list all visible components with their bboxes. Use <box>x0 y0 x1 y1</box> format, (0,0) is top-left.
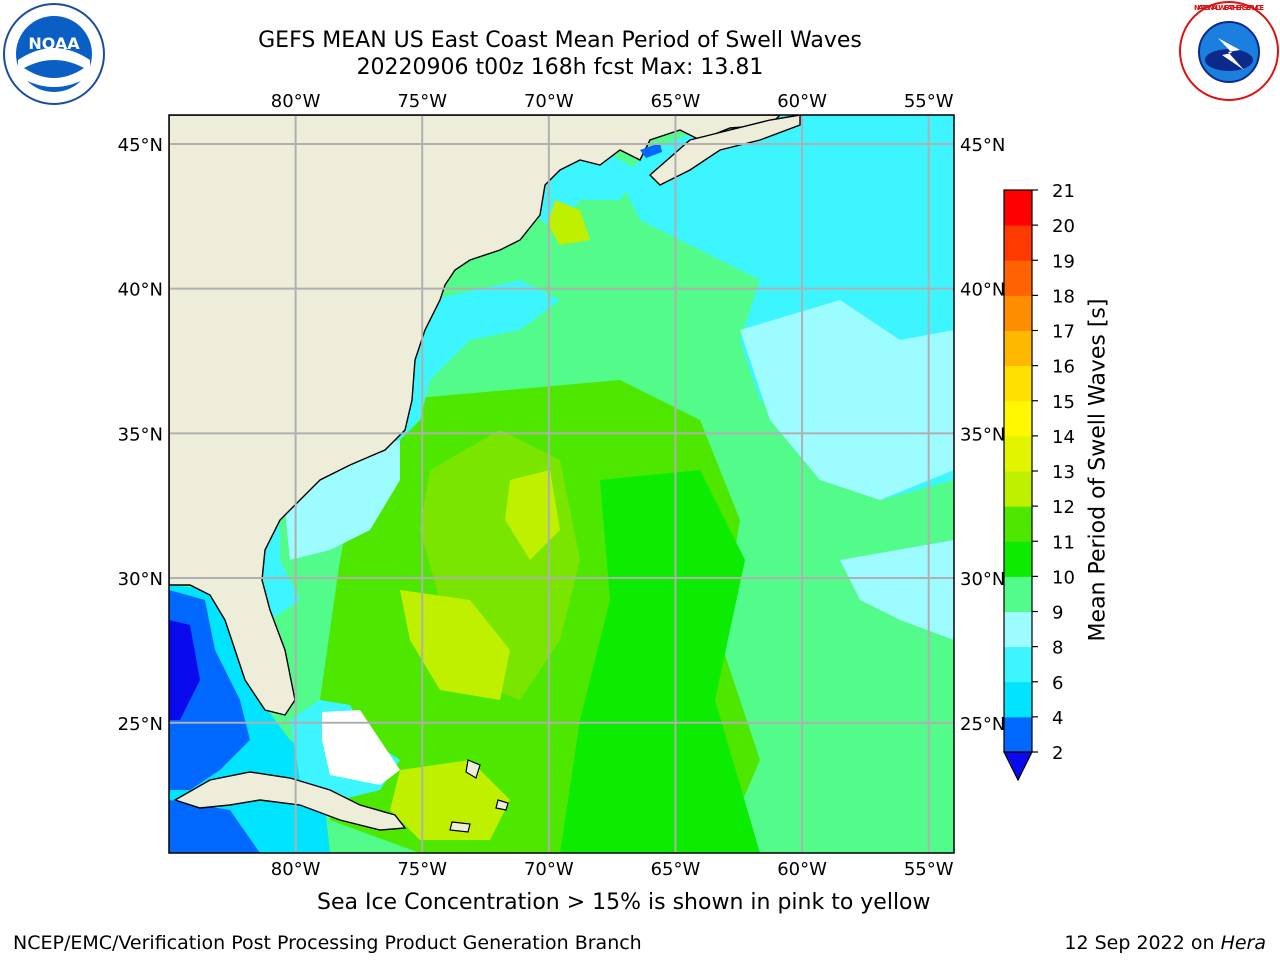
colorbar: 2 4 6 8 9 10 11 12 13 14 15 16 17 18 19 20 21 <box>1003 181 1075 782</box>
colorbar-segment <box>1004 611 1032 648</box>
map-field <box>169 115 954 853</box>
colorbar-tick-label: 13 <box>1052 462 1075 483</box>
colorbar-tick-label: 2 <box>1052 743 1063 764</box>
colorbar-segment <box>1004 576 1032 612</box>
lon-tick-label-bottom: 70°W <box>524 859 574 880</box>
colorbar-tick-label: 18 <box>1052 286 1075 307</box>
lon-tick-label-top: 60°W <box>777 91 827 112</box>
colorbar-segment <box>1004 330 1032 367</box>
colorbar-segment <box>1004 435 1032 472</box>
footer-date-text: 12 Sep 2022 on <box>1064 932 1215 954</box>
colorbar-tick-label: 15 <box>1052 392 1075 413</box>
lon-tick-label-top: 55°W <box>904 91 954 112</box>
colorbar-segment <box>1004 541 1032 577</box>
colorbar-tick-label: 10 <box>1052 567 1075 588</box>
lat-tick-label-right: 40°N <box>960 280 1005 301</box>
nws-logo: NATIONAL WEATHER SERVICE <box>1178 0 1280 106</box>
map-grid <box>169 115 954 853</box>
lat-tick-label-right: 25°N <box>960 714 1005 735</box>
lat-tick-label-left: 45°N <box>118 135 163 156</box>
footer-branch: NCEP/EMC/Verification Post Processing Pr… <box>13 932 642 954</box>
lon-tick-label-bottom: 65°W <box>651 859 701 880</box>
colorbar-tick-label: 14 <box>1052 427 1075 448</box>
colorbar-tick-label: 19 <box>1052 251 1075 272</box>
colorbar-segment <box>1004 400 1032 437</box>
colorbar-segment <box>1004 225 1032 261</box>
colorbar-extend-arrow <box>1003 751 1033 782</box>
colorbar-segment <box>1004 471 1032 507</box>
colorbar-segment <box>1004 646 1032 683</box>
colorbar-tick-label: 11 <box>1052 532 1075 553</box>
colorbar-segment <box>1004 295 1032 331</box>
colorbar-label: Mean Period of Swell Waves [s] <box>1085 298 1111 642</box>
lon-tick-label-bottom: 55°W <box>904 859 954 880</box>
colorbar-tick-label: 17 <box>1052 322 1075 343</box>
sea-ice-note: Sea Ice Concentration > 15% is shown in … <box>317 890 931 915</box>
footer-machine: Hera <box>1220 932 1266 954</box>
lat-tick-label-left: 25°N <box>118 714 163 735</box>
nws-logo-text: NATIONAL WEATHER SERVICE <box>1194 4 1264 12</box>
colorbar-tick-label: 9 <box>1052 603 1063 624</box>
lon-tick-label-top: 70°W <box>524 91 574 112</box>
colorbar-tick-label: 20 <box>1052 216 1075 237</box>
colorbar-tick-label: 16 <box>1052 357 1075 378</box>
colorbar-segment <box>1004 190 1032 226</box>
footer-date: 12 Sep 2022 on Hera <box>1064 932 1266 954</box>
colorbar-tick-label: 21 <box>1052 181 1075 202</box>
lon-tick-label-top: 65°W <box>651 91 701 112</box>
colorbar-tick-label: 8 <box>1052 638 1063 659</box>
lat-tick-label-left: 40°N <box>118 280 163 301</box>
lat-tick-label-right: 35°N <box>960 424 1005 445</box>
colorbar-tick-label: 6 <box>1052 673 1063 694</box>
lon-tick-label-top: 80°W <box>271 91 321 112</box>
lat-tick-label-right: 30°N <box>960 569 1005 590</box>
chart-subtitle: 20220906 t00z 168h fcst Max: 13.81 <box>356 55 764 80</box>
lon-tick-label-bottom: 75°W <box>397 859 447 880</box>
map-frame <box>168 114 955 854</box>
noaa-logo: NOAA <box>2 2 106 110</box>
colorbar-segment <box>1004 260 1032 296</box>
lat-tick-label-left: 30°N <box>118 569 163 590</box>
colorbar-segment <box>1004 716 1032 753</box>
colorbar-segment <box>1004 365 1032 402</box>
colorbar-segment <box>1004 681 1032 718</box>
lon-tick-label-top: 75°W <box>397 91 447 112</box>
colorbar-segment <box>1004 506 1032 542</box>
colorbar-tick-label: 12 <box>1052 497 1075 518</box>
colorbar-tick-label: 4 <box>1052 708 1063 729</box>
lat-tick-label-right: 45°N <box>960 135 1005 156</box>
noaa-logo-text: NOAA <box>28 34 80 53</box>
lon-tick-label-bottom: 60°W <box>777 859 827 880</box>
chart-title: GEFS MEAN US East Coast Mean Period of S… <box>258 28 862 53</box>
lon-tick-label-bottom: 80°W <box>271 859 321 880</box>
lat-tick-label-left: 35°N <box>118 424 163 445</box>
